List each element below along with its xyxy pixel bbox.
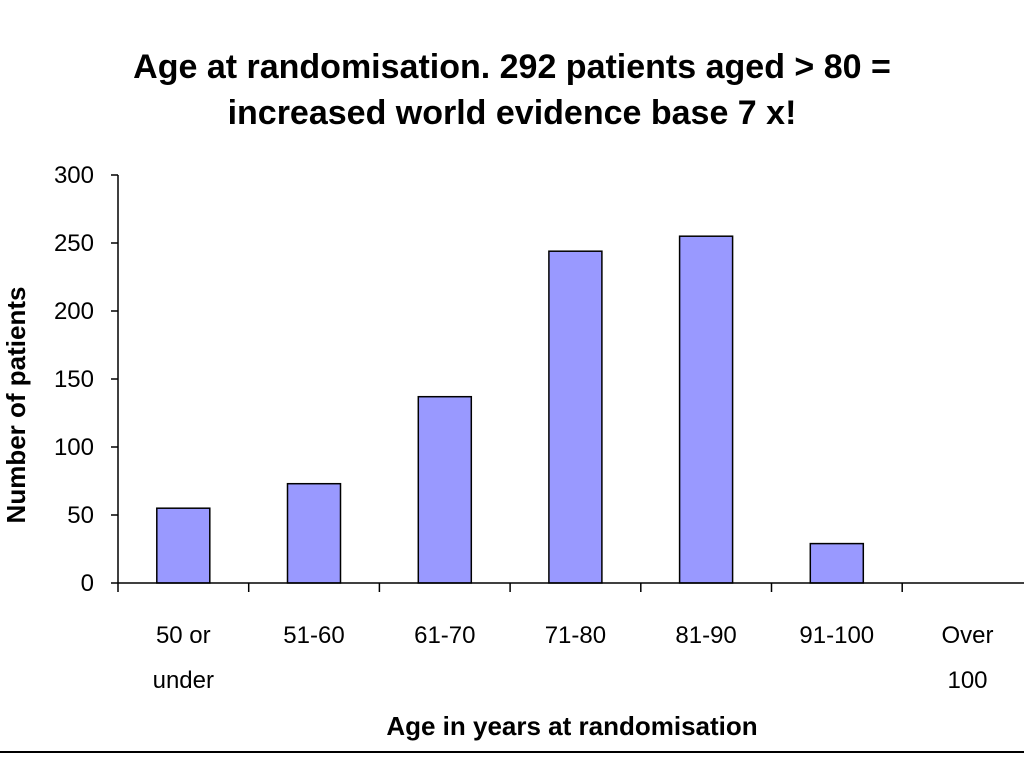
- y-tick-label: 50: [67, 502, 94, 529]
- bar: [156, 507, 211, 584]
- chart-title-line-1: Age at randomisation. 292 patients aged …: [133, 48, 891, 86]
- y-axis-title: Number of patients: [1, 287, 31, 524]
- x-axis-title: Age in years at randomisation: [386, 711, 757, 741]
- x-tick-label: 51-60: [283, 622, 344, 649]
- bar: [548, 250, 603, 584]
- y-tick-label: 100: [54, 434, 94, 461]
- bar: [678, 235, 734, 584]
- chart-title: Age at randomisation. 292 patients aged …: [0, 44, 1024, 136]
- x-tick-label: Over 100: [941, 622, 993, 694]
- y-tick-label: 250: [54, 230, 94, 257]
- x-tick-label: 71-80: [545, 622, 606, 649]
- x-tick-label: 91-100: [799, 622, 874, 649]
- x-tick-label: 81-90: [675, 622, 736, 649]
- bar: [417, 395, 473, 584]
- y-tick-label: 200: [54, 298, 94, 325]
- bar: [286, 482, 342, 584]
- slide-bottom-rule: [0, 751, 1024, 753]
- y-tick-label: 300: [54, 162, 94, 189]
- bar: [809, 542, 865, 584]
- x-tick-label: 50 or under: [153, 622, 214, 694]
- y-tick-label: 150: [54, 366, 94, 393]
- chart-title-line-2: increased world evidence base 7 x!: [227, 94, 797, 132]
- x-tick-label: 61-70: [414, 622, 475, 649]
- y-tick-label: 0: [81, 570, 94, 597]
